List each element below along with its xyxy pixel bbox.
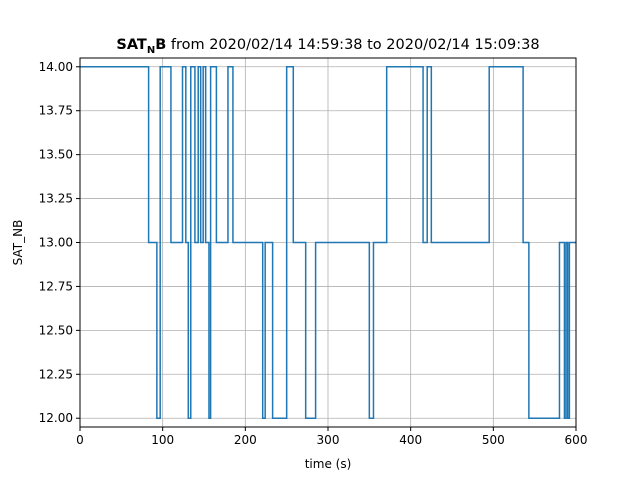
series-group — [80, 66, 576, 419]
x-tick-label: 500 — [482, 433, 505, 447]
y-tick-label: 13.75 — [39, 104, 73, 118]
series-line — [80, 66, 576, 419]
y-tick-label: 13.00 — [39, 236, 73, 250]
x-tick-label: 600 — [565, 433, 588, 447]
x-axis: 0 100 200 300 400 500 600 — [76, 427, 587, 447]
chart-title: SATNB from 2020/02/14 14:59:38 to 2020/0… — [116, 37, 539, 56]
y-tick-label: 13.25 — [39, 192, 73, 206]
x-axis-label: time (s) — [305, 457, 352, 471]
y-tick-label: 14.00 — [39, 60, 73, 74]
y-axis: 12.00 12.25 12.50 12.75 13.00 13.25 13.50 13.75… — [39, 60, 80, 425]
title-main-end: B — [155, 37, 166, 53]
y-tick-label: 12.50 — [39, 323, 73, 337]
y-axis-label: SAT_NB — [11, 220, 25, 266]
x-tick-label: 100 — [151, 433, 174, 447]
title-rest: from 2020/02/14 14:59:38 to 2020/02/14 1… — [166, 37, 539, 53]
title-subscript: N — [147, 45, 155, 56]
y-tick-label: 12.25 — [39, 367, 73, 381]
y-tick-label: 13.50 — [39, 148, 73, 162]
title-main: SAT — [116, 37, 147, 53]
x-tick-label: 200 — [234, 433, 257, 447]
y-tick-label: 12.75 — [39, 279, 73, 293]
x-tick-label: 300 — [317, 433, 340, 447]
y-tick-label: 12.00 — [39, 411, 73, 425]
x-tick-label: 0 — [76, 433, 84, 447]
x-tick-label: 400 — [399, 433, 422, 447]
